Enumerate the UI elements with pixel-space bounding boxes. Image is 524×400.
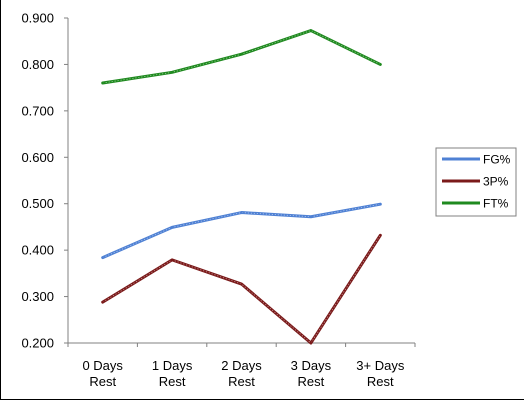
x-tick-label-line: Rest	[298, 374, 325, 389]
x-tick-label: 2 Days Rest	[221, 358, 262, 389]
legend-label: FG%	[483, 153, 511, 167]
y-tick-label: 0.700	[21, 103, 54, 118]
series-lines	[101, 29, 382, 345]
y-tick-label: 0.200	[21, 336, 54, 351]
x-tick-label: 3 Days Rest	[291, 358, 332, 389]
data-point	[240, 211, 243, 214]
data-point	[101, 300, 104, 304]
x-tick-label: 3+ Days Rest	[356, 358, 405, 389]
data-point	[309, 341, 313, 345]
y-axis-ticks: 0.200 0.300 0.400 0.500 0.600 0.700 0.800 0.900	[21, 11, 68, 351]
y-tick-label: 0.300	[21, 289, 54, 304]
data-point	[101, 81, 104, 85]
x-tick-label: 0 Days Rest	[82, 358, 123, 389]
data-point	[379, 202, 382, 206]
series-line-3ppct	[101, 233, 382, 345]
legend-label: 3P%	[483, 175, 509, 189]
y-tick-label: 0.900	[21, 11, 54, 26]
data-point	[170, 258, 174, 262]
data-point	[240, 282, 243, 286]
x-tick-label-line: Rest	[367, 374, 394, 389]
data-point	[240, 53, 243, 56]
x-tick-label-line: Rest	[228, 374, 255, 389]
data-point	[309, 215, 313, 218]
x-tick-label: 1 Days Rest	[152, 358, 193, 389]
y-tick-label: 0.800	[21, 57, 54, 72]
series-line-texture	[102, 235, 381, 344]
x-tick-label-line: 0 Days	[82, 358, 123, 373]
y-tick-label: 0.400	[21, 243, 54, 258]
data-point	[170, 226, 174, 229]
legend-items: FG% 3P% FT%	[442, 153, 511, 211]
x-tick-label-line: 1 Days	[152, 358, 193, 373]
data-point	[101, 256, 104, 259]
x-tick-label-line: Rest	[159, 374, 186, 389]
data-point	[170, 71, 174, 74]
y-tick-label: 0.600	[21, 150, 54, 165]
y-tick-label: 0.500	[21, 196, 54, 211]
data-point	[379, 234, 382, 237]
data-point	[379, 63, 382, 66]
legend: FG% 3P% FT%	[435, 147, 517, 217]
x-tick-label-line: 3+ Days	[356, 358, 405, 373]
x-tick-label-line: Rest	[89, 374, 116, 389]
data-point	[309, 29, 313, 32]
legend-label: FT%	[483, 197, 509, 211]
series-line-ftpct	[101, 29, 382, 85]
x-tick-label-line: 2 Days	[221, 358, 262, 373]
x-tick-label-line: 3 Days	[291, 358, 332, 373]
